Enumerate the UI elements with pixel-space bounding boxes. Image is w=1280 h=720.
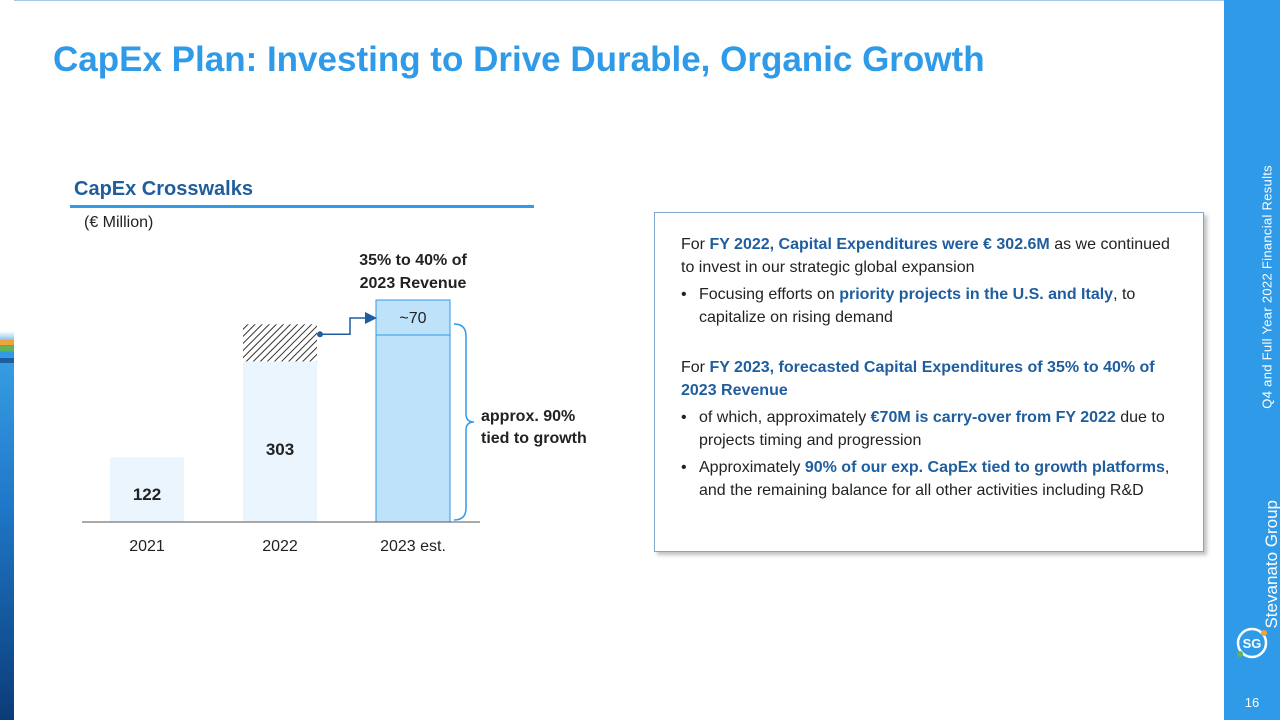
brand-name: Stevanato Group bbox=[1262, 500, 1280, 629]
fy2023-bullet-growth: Approximately 90% of our exp. CapEx tied… bbox=[681, 456, 1179, 502]
fy2023-bullet-carryover: of which, approximately €70M is carry-ov… bbox=[681, 406, 1179, 452]
unit-label: (€ Million) bbox=[84, 214, 154, 231]
strip-tick-blue bbox=[0, 352, 14, 357]
x-tick-label-2022: 2022 bbox=[262, 538, 298, 555]
bullet-text-post: , and the remaining balance for all othe… bbox=[699, 459, 1170, 499]
bar-carryover-hatch bbox=[243, 324, 317, 362]
bar-value-label-2022: 303 bbox=[266, 440, 294, 459]
capex-commentary-box: For FY 2022, Capital Expenditures were €… bbox=[654, 212, 1204, 552]
fy2022-bullet-priority: Focusing efforts on priority projects in… bbox=[681, 283, 1179, 329]
fy2023-highlight: FY 2023, forecasted Capital Expenditures… bbox=[681, 359, 1155, 399]
fy2022-highlight: FY 2022, Capital Expenditures were € 302… bbox=[709, 236, 1050, 253]
growth-brace bbox=[453, 323, 475, 521]
svg-text:SG: SG bbox=[1243, 636, 1262, 651]
carryover-arrow bbox=[320, 312, 377, 336]
bars-layer bbox=[82, 299, 480, 523]
section-rule bbox=[70, 205, 534, 208]
fy2022-paragraph: For FY 2022, Capital Expenditures were €… bbox=[681, 233, 1179, 279]
page-title: CapEx Plan: Investing to Drive Durable, … bbox=[53, 40, 985, 79]
stevanato-logo-icon: SG bbox=[1236, 627, 1268, 659]
labels-layer: 122 2021 303 2022 ~70 2023 est. 35% to 40% of 2… bbox=[129, 252, 587, 555]
bullet-highlight: priority projects in the U.S. and Italy bbox=[839, 286, 1114, 303]
strip-tick-orange bbox=[0, 340, 14, 345]
bar-2023-est bbox=[375, 299, 451, 523]
bullet-highlight: 90% of our exp. CapEx tied to growth pla… bbox=[804, 459, 1165, 476]
bullet-highlight: €70M is carry-over from FY 2022 bbox=[870, 409, 1116, 426]
fy2022-text-pre: For bbox=[681, 236, 710, 253]
left-accent-strip bbox=[0, 0, 14, 720]
bar-2022 bbox=[243, 361, 317, 522]
section-title: CapEx Crosswalks bbox=[74, 178, 253, 200]
bullet-text-post: , to capitalize on rising demand bbox=[699, 286, 1136, 326]
bar-2021 bbox=[110, 457, 184, 522]
bullet-text-pre: Approximately bbox=[699, 459, 805, 476]
carryover-value-label: ~70 bbox=[399, 310, 426, 327]
fy2022-bullets: Focusing efforts on priority projects in… bbox=[681, 283, 1179, 329]
brace-annotation-line-1: approx. 90% bbox=[481, 408, 575, 425]
bullet-text-pre: Focusing efforts on bbox=[699, 286, 840, 303]
strip-tick-green bbox=[0, 346, 14, 351]
fy2023-paragraph: For FY 2023, forecasted Capital Expendit… bbox=[681, 356, 1179, 402]
bar-value-label-2021: 122 bbox=[133, 485, 161, 504]
x-tick-label-2023-est-: 2023 est. bbox=[380, 538, 446, 555]
bullet-text-post: due to projects timing and progression bbox=[699, 409, 1165, 449]
fy2023-bullets: of which, approximately €70M is carry-ov… bbox=[681, 406, 1179, 502]
strip-tick-navy bbox=[0, 358, 14, 363]
capex-bar-chart: 122 2021 303 2022 ~70 2023 est. 35% to 40% of 2… bbox=[82, 252, 587, 555]
top-annotation-line-1: 35% to 40% of bbox=[359, 252, 467, 269]
right-brand-band: Q4 and Full Year 2022 Financial Results … bbox=[1224, 0, 1280, 720]
brace-annotation-line-2: tied to growth bbox=[481, 430, 587, 447]
x-tick-label-2021: 2021 bbox=[129, 538, 165, 555]
period-label: Q4 and Full Year 2022 Financial Results bbox=[1259, 165, 1275, 409]
top-annotation-line-2: 2023 Revenue bbox=[360, 275, 467, 292]
bullet-text-pre: of which, approximately bbox=[699, 409, 871, 426]
fy2023-text-pre: For bbox=[681, 359, 710, 376]
top-border-line bbox=[14, 0, 1224, 1]
page-number: 16 bbox=[1244, 695, 1260, 710]
fy2022-text-post: as we continued to invest in our strateg… bbox=[681, 236, 1170, 276]
